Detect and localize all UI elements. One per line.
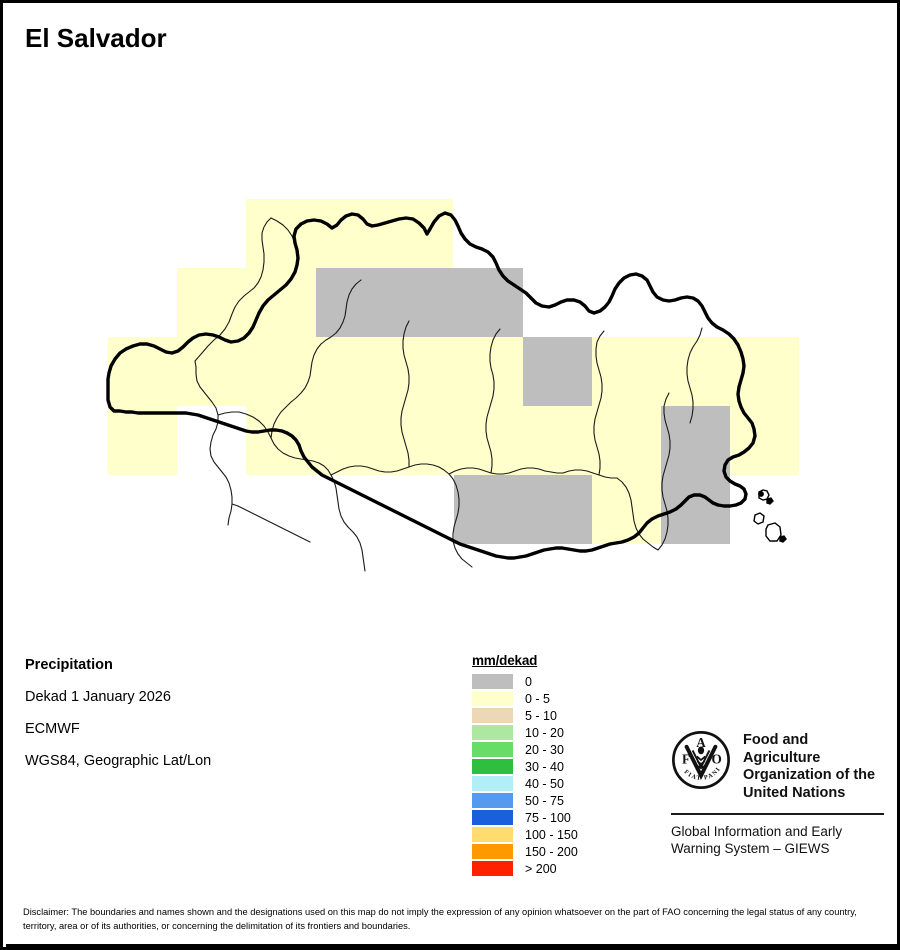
legend-title: mm/dekad — [472, 653, 538, 668]
legend-label: 5 - 10 — [525, 708, 557, 723]
legend-row[interactable]: > 200 — [472, 860, 578, 877]
legend-label: 0 — [525, 674, 532, 689]
legend-row[interactable]: 50 - 75 — [472, 792, 578, 809]
fao-branding: F A O FIAT PANIS Food and Agriculture Or… — [671, 729, 886, 858]
info-period: Dekad 1 January 2026 — [25, 689, 171, 705]
legend-swatch — [472, 861, 513, 876]
disclaimer-divider — [6, 944, 897, 947]
legend-row[interactable]: 10 - 20 — [472, 724, 578, 741]
fao-organization-name: Food and Agriculture Organization of the… — [743, 732, 876, 802]
info-projection: WGS84, Geographic Lat/Lon — [25, 753, 212, 769]
gulf-islands-layer — [753, 489, 787, 543]
svg-text:A: A — [696, 735, 706, 750]
info-variable: Precipitation — [25, 657, 113, 673]
legend-swatch — [472, 725, 513, 740]
legend-rows: 0 0 - 5 5 - 10 10 - 20 20 - 30 30 - 40 40 - 50… — [472, 673, 578, 877]
legend-label: 20 - 30 — [525, 742, 564, 757]
legend-label: 10 - 20 — [525, 725, 564, 740]
fao-system-name: Global Information and Early Warning Sys… — [671, 823, 843, 856]
map-legend: mm/dekad 0 0 - 5 5 - 10 10 - 20 20 - 30 30 - … — [472, 653, 578, 877]
svg-text:O: O — [711, 752, 721, 767]
legend-row[interactable]: 30 - 40 — [472, 758, 578, 775]
legend-label: 30 - 40 — [525, 759, 564, 774]
legend-row[interactable]: 0 - 5 — [472, 690, 578, 707]
legend-label: 0 - 5 — [525, 691, 551, 706]
legend-swatch — [472, 827, 513, 842]
legend-swatch — [472, 742, 513, 757]
legend-row[interactable]: 100 - 150 — [472, 826, 578, 843]
department-boundaries-layer — [194, 217, 703, 572]
legend-label: 100 - 150 — [525, 827, 578, 842]
legend-swatch — [472, 759, 513, 774]
legend-swatch — [472, 674, 513, 689]
fao-logo-icon: F A O FIAT PANIS — [671, 729, 730, 789]
legend-label: > 200 — [525, 861, 557, 876]
fao-divider — [671, 812, 884, 815]
legend-row[interactable]: 20 - 30 — [472, 741, 578, 758]
page-title: El Salvador — [25, 23, 167, 53]
legend-swatch — [472, 708, 513, 723]
legend-label: 150 - 200 — [525, 844, 578, 859]
map-canvas[interactable] — [3, 63, 897, 663]
legend-row[interactable]: 75 - 100 — [472, 809, 578, 826]
legend-swatch — [472, 793, 513, 808]
legend-row[interactable]: 0 — [472, 673, 578, 690]
legend-label: 75 - 100 — [525, 810, 571, 825]
disclaimer-text: Disclaimer: The boundaries and names sho… — [23, 907, 857, 931]
info-source: ECMWF — [25, 721, 80, 737]
national-border-layer — [106, 211, 757, 560]
raster-grid-layer — [108, 199, 799, 544]
legend-label: 40 - 50 — [525, 776, 564, 791]
legend-row[interactable]: 40 - 50 — [472, 775, 578, 792]
legend-row[interactable]: 150 - 200 — [472, 843, 578, 860]
legend-row[interactable]: 5 - 10 — [472, 707, 578, 724]
legend-label: 50 - 75 — [525, 793, 564, 808]
map-info-block: Precipitation Dekad 1 January 2026 ECMWF… — [25, 657, 211, 785]
legend-swatch — [472, 810, 513, 825]
el-salvador-map-svg[interactable] — [3, 63, 897, 663]
legend-swatch — [472, 776, 513, 791]
legend-swatch — [472, 844, 513, 859]
svg-text:F: F — [682, 752, 690, 767]
legend-swatch — [472, 691, 513, 706]
